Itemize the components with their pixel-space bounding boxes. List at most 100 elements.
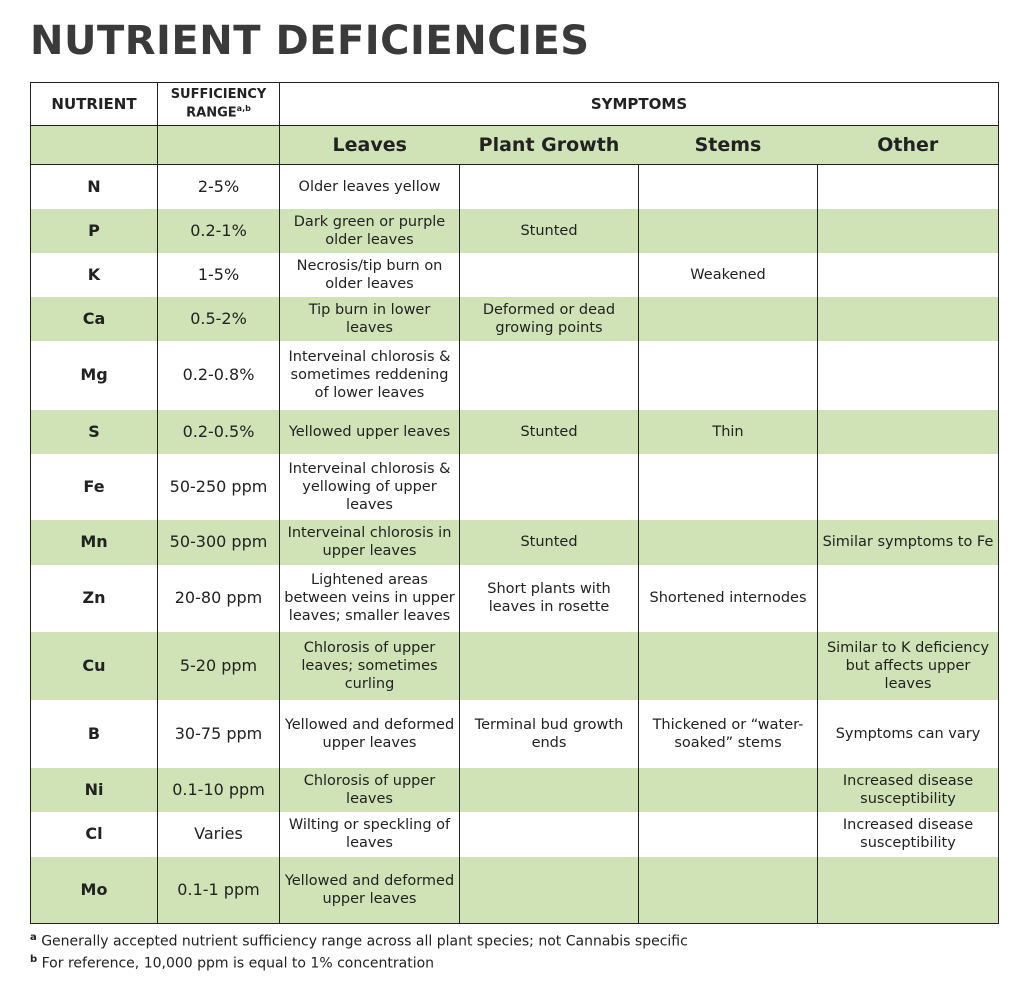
blank-cell bbox=[459, 631, 639, 700]
subheader-cell: Other bbox=[817, 125, 999, 165]
table-row: N 2-5% Older leaves yellow bbox=[30, 164, 999, 209]
blank-cell bbox=[817, 856, 999, 924]
blank-cell bbox=[817, 252, 999, 297]
table-cell: Symptoms can vary bbox=[817, 699, 999, 768]
footnote-marker: b bbox=[30, 954, 38, 965]
table-row: Cu 5-20 ppm Chlorosis of upper leaves; som… bbox=[30, 631, 999, 700]
table-cell: Deformed or dead growing points bbox=[459, 296, 639, 341]
table-cell: 0.2-1% bbox=[157, 208, 280, 253]
table-row: Ni 0.1-10 ppm Chlorosis of upper leaves Inc… bbox=[30, 767, 999, 812]
table-cell: 0.2-0.8% bbox=[157, 340, 280, 410]
header-cell: SYMPTOMS bbox=[279, 82, 999, 126]
header-cell: SUFFICIENCY RANGEa,b bbox=[157, 82, 280, 126]
table-cell: 50-300 ppm bbox=[157, 519, 280, 565]
blank-cell bbox=[638, 631, 818, 700]
table-cell: Necrosis/tip burn on older leaves bbox=[279, 252, 460, 297]
table-cell: Interveinal chlorosis & yellowing of upp… bbox=[279, 453, 460, 520]
table-cell: Yellowed and deformed upper leaves bbox=[279, 856, 460, 924]
table-cell: 0.1-10 ppm bbox=[157, 767, 280, 812]
table-cell: Chlorosis of upper leaves; sometimes cur… bbox=[279, 631, 460, 700]
header-row: NUTRIENT SUFFICIENCY RANGEa,b SYMPTOMS bbox=[30, 82, 999, 126]
blank-cell bbox=[30, 125, 158, 165]
table-cell: S bbox=[30, 409, 158, 454]
table-cell: Zn bbox=[30, 564, 158, 632]
header-cell: NUTRIENT bbox=[30, 82, 158, 126]
footnote-text: For reference, 10,000 ppm is equal to 1%… bbox=[41, 955, 435, 972]
table-row: S 0.2-0.5% Yellowed upper leaves Stunted Thi… bbox=[30, 409, 999, 454]
table-row: Ca 0.5-2% Tip burn in lower leaves Deformed… bbox=[30, 296, 999, 341]
table-cell: B bbox=[30, 699, 158, 768]
table-cell: Varies bbox=[157, 811, 280, 857]
blank-cell bbox=[817, 453, 999, 520]
table-row: K 1-5% Necrosis/tip burn on older leaves We… bbox=[30, 252, 999, 297]
table-cell: Ni bbox=[30, 767, 158, 812]
table-row: P 0.2-1% Dark green or purple older leaves… bbox=[30, 208, 999, 253]
table-cell: Fe bbox=[30, 453, 158, 520]
table-cell: Stunted bbox=[459, 409, 639, 454]
table-cell: Cu bbox=[30, 631, 158, 700]
blank-cell bbox=[638, 811, 818, 857]
table-cell: Wilting or speckling of leaves bbox=[279, 811, 460, 857]
table-cell: Weakened bbox=[638, 252, 818, 297]
table-cell: 5-20 ppm bbox=[157, 631, 280, 700]
table-row: Mo 0.1-1 ppm Yellowed and deformed upper l… bbox=[30, 856, 999, 924]
blank-cell bbox=[157, 125, 280, 165]
blank-cell bbox=[459, 453, 639, 520]
table-cell: Similar to K deficiency but affects uppe… bbox=[817, 631, 999, 700]
blank-cell bbox=[638, 164, 818, 209]
blank-cell bbox=[459, 811, 639, 857]
subheader-row: Leaves Plant Growth Stems Other bbox=[30, 125, 999, 165]
deficiency-table: NUTRIENT SUFFICIENCY RANGEa,b SYMPTOMS L… bbox=[30, 82, 999, 924]
table-cell: Shortened internodes bbox=[638, 564, 818, 632]
table-cell: Mo bbox=[30, 856, 158, 924]
table-cell: 1-5% bbox=[157, 252, 280, 297]
table-cell: Chlorosis of upper leaves bbox=[279, 767, 460, 812]
table-cell: Thickened or “water-soaked” stems bbox=[638, 699, 818, 768]
blank-cell bbox=[638, 856, 818, 924]
table-cell: P bbox=[30, 208, 158, 253]
table-body: N 2-5% Older leaves yellow P 0.2-1% Dark gree… bbox=[30, 164, 999, 924]
table-cell: Yellowed and deformed upper leaves bbox=[279, 699, 460, 768]
table-row: Mn 50-300 ppm Interveinal chlorosis in upp… bbox=[30, 519, 999, 565]
title: NUTRIENT DEFICIENCIES bbox=[30, 18, 590, 64]
blank-cell bbox=[817, 208, 999, 253]
blank-cell bbox=[638, 208, 818, 253]
table-cell: Ca bbox=[30, 296, 158, 341]
table-row: Mg 0.2-0.8% Interveinal chlorosis & someti… bbox=[30, 340, 999, 410]
table-cell: Increased disease susceptibility bbox=[817, 767, 999, 812]
table-cell: Cl bbox=[30, 811, 158, 857]
table-cell: 20-80 ppm bbox=[157, 564, 280, 632]
footnote: b For reference, 10,000 ppm is equal to … bbox=[30, 954, 434, 972]
table-cell: 50-250 ppm bbox=[157, 453, 280, 520]
subheader-cell: Leaves bbox=[279, 125, 460, 165]
table-cell: Terminal bud growth ends bbox=[459, 699, 639, 768]
table-cell: Dark green or purple older leaves bbox=[279, 208, 460, 253]
table-cell: 0.5-2% bbox=[157, 296, 280, 341]
blank-cell bbox=[459, 340, 639, 410]
footnote-ref: a,b bbox=[236, 103, 251, 113]
table-cell: Mn bbox=[30, 519, 158, 565]
table-cell: K bbox=[30, 252, 158, 297]
table-cell: Interveinal chlorosis & sometimes redden… bbox=[279, 340, 460, 410]
table-cell: Short plants with leaves in rosette bbox=[459, 564, 639, 632]
footnote: a Generally accepted nutrient sufficienc… bbox=[30, 932, 688, 950]
blank-cell bbox=[638, 340, 818, 410]
blank-cell bbox=[638, 767, 818, 812]
footnote-text: Generally accepted nutrient sufficiency … bbox=[41, 933, 688, 950]
table-row: Zn 20-80 ppm Lightened areas between veins… bbox=[30, 564, 999, 632]
blank-cell bbox=[817, 564, 999, 632]
table-cell: Lightened areas between veins in upper l… bbox=[279, 564, 460, 632]
footnote-marker: a bbox=[30, 932, 37, 943]
blank-cell bbox=[817, 409, 999, 454]
table-cell: 0.1-1 ppm bbox=[157, 856, 280, 924]
table-cell: 0.2-0.5% bbox=[157, 409, 280, 454]
table-row: Fe 50-250 ppm Interveinal chlorosis & yell… bbox=[30, 453, 999, 520]
table-cell: Tip burn in lower leaves bbox=[279, 296, 460, 341]
table-cell: 30-75 ppm bbox=[157, 699, 280, 768]
blank-cell bbox=[817, 164, 999, 209]
table-cell: N bbox=[30, 164, 158, 209]
blank-cell bbox=[459, 856, 639, 924]
table-row: B 30-75 ppm Yellowed and deformed upper le… bbox=[30, 699, 999, 768]
table-cell: 2-5% bbox=[157, 164, 280, 209]
